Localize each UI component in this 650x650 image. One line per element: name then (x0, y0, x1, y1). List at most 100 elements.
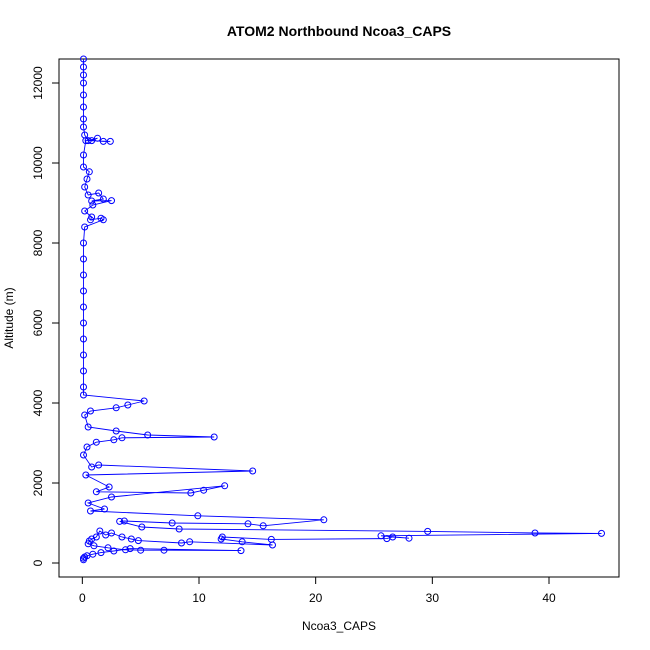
data-point (108, 493, 115, 501)
data-point (85, 168, 93, 176)
data-point (88, 535, 96, 543)
data-point (108, 197, 115, 205)
data-point (80, 103, 87, 111)
data-point (81, 411, 89, 419)
data-point (94, 134, 101, 142)
data-point (424, 527, 432, 535)
data-point (112, 427, 120, 435)
y-tick-label: 6000 (31, 309, 45, 336)
series-layer (80, 55, 605, 564)
data-point (124, 401, 132, 409)
data-point (99, 195, 107, 203)
data-point (80, 79, 87, 87)
x-axis: 0 10 20 30 40 (79, 576, 556, 605)
data-point (80, 255, 87, 263)
data-point (383, 535, 391, 543)
data-point (80, 115, 87, 123)
data-point (102, 531, 110, 539)
x-axis-label: Ncoa3_CAPS (302, 619, 376, 633)
data-point (259, 522, 267, 530)
x-tick-label: 10 (192, 591, 206, 605)
data-point (405, 534, 413, 542)
series-line (82, 59, 602, 560)
data-point (138, 523, 146, 531)
data-point (97, 549, 105, 557)
y-tick-label: 4000 (31, 389, 45, 416)
data-point (80, 123, 87, 131)
data-point (210, 433, 218, 441)
data-point (104, 544, 112, 552)
data-point (87, 507, 94, 515)
data-point (238, 538, 246, 546)
data-point (80, 335, 87, 343)
data-point (105, 483, 113, 491)
data-point (269, 541, 276, 549)
data-point (87, 407, 94, 415)
data-point (112, 404, 120, 412)
data-point (80, 239, 87, 247)
data-point (99, 216, 107, 224)
data-point (92, 438, 100, 446)
data-point (80, 55, 87, 63)
data-point (116, 517, 124, 525)
data-point (96, 527, 104, 535)
data-point (144, 431, 152, 439)
data-point (80, 63, 87, 71)
data-point (84, 191, 92, 199)
data-point (84, 137, 92, 145)
data-point (80, 271, 87, 279)
data-point (81, 207, 89, 215)
data-point (92, 533, 100, 541)
data-point (80, 91, 87, 99)
data-point (101, 505, 108, 513)
data-point (88, 463, 96, 471)
data-point (82, 137, 90, 145)
data-point (217, 535, 225, 543)
data-point (187, 489, 195, 497)
data-point (110, 547, 118, 555)
data-point (80, 391, 87, 399)
plot-frame (58, 58, 620, 578)
data-point (186, 538, 194, 546)
data-point (95, 189, 103, 197)
data-point (531, 529, 539, 537)
y-axis-label: Altitude (m) (2, 287, 16, 348)
x-tick-label: 40 (542, 591, 556, 605)
data-point (88, 197, 96, 205)
data-point (99, 137, 107, 145)
data-point (81, 183, 89, 191)
data-point (120, 517, 128, 525)
data-point (80, 151, 87, 159)
data-point (249, 467, 257, 475)
data-point (83, 443, 91, 451)
data-point (80, 351, 87, 359)
data-point (194, 512, 202, 520)
y-tick-label: 0 (31, 559, 45, 566)
data-point (126, 545, 134, 553)
data-point (244, 520, 252, 528)
data-point (140, 397, 148, 405)
data-point (106, 137, 114, 145)
data-point (118, 533, 126, 541)
data-point (178, 539, 185, 547)
data-point (134, 537, 142, 545)
data-point (118, 434, 126, 442)
data-point (84, 423, 92, 431)
data-point (122, 546, 129, 554)
data-point (377, 532, 385, 540)
data-point (110, 436, 118, 444)
data-point (175, 525, 183, 533)
chart-title: ATOM2 Northbound Ncoa3_CAPS (227, 23, 451, 39)
data-point (82, 471, 90, 479)
data-point (80, 303, 87, 311)
data-point (127, 535, 135, 543)
x-tick-label: 0 (79, 591, 86, 605)
data-point (80, 319, 87, 327)
data-point (81, 223, 89, 231)
data-point (92, 488, 100, 496)
data-point (90, 542, 98, 550)
data-point (160, 546, 168, 554)
data-point (80, 163, 87, 171)
data-point (80, 556, 87, 564)
